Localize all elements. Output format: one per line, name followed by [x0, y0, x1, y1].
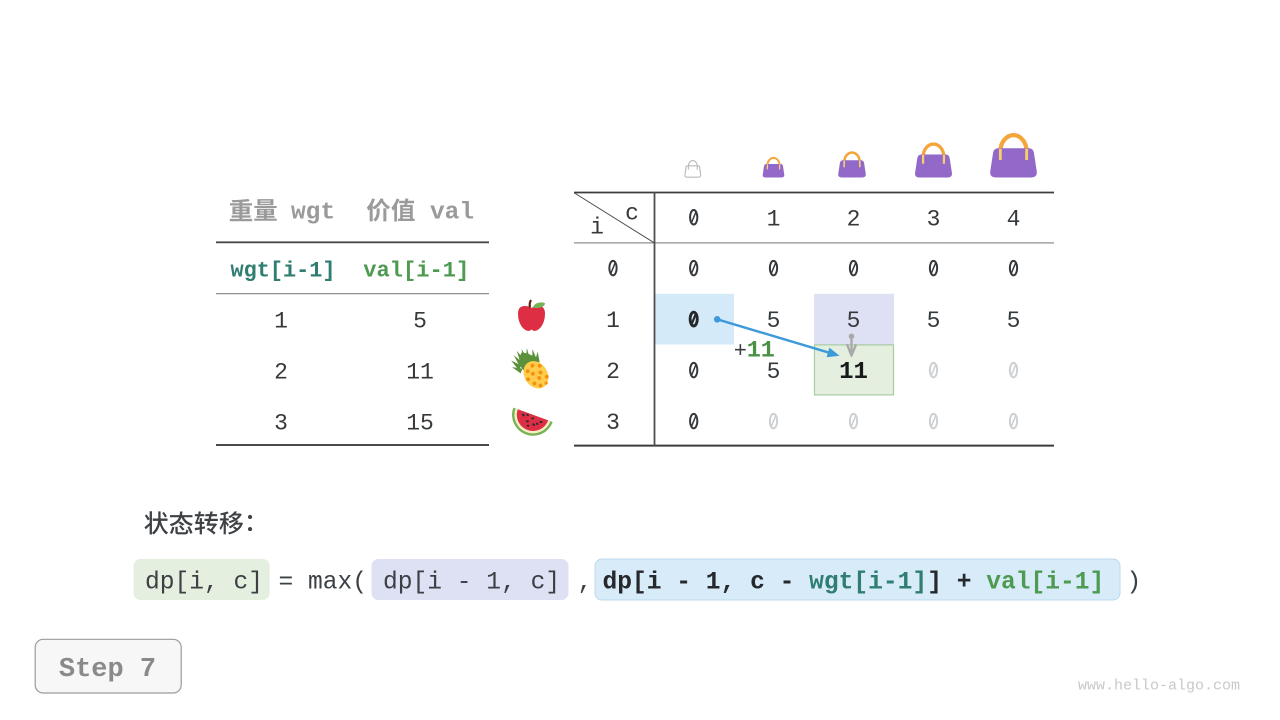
- svg-text:= max(: = max(: [279, 569, 368, 596]
- svg-text:1: 1: [274, 308, 288, 334]
- svg-text:11: 11: [839, 359, 868, 386]
- svg-text:val: val: [430, 200, 474, 227]
- svg-text:4: 4: [1007, 207, 1021, 233]
- svg-text:2: 2: [847, 207, 861, 233]
- svg-text:dp[i - 1, c - wgt[i-1]] + val[: dp[i - 1, c - wgt[i-1]] + val[i-1]: [603, 569, 1105, 596]
- svg-text:1: 1: [606, 308, 620, 334]
- svg-text:3: 3: [606, 410, 620, 436]
- svg-text:2: 2: [606, 359, 620, 385]
- svg-text:5: 5: [927, 308, 941, 334]
- svg-text:www.hello-algo.com: www.hello-algo.com: [1078, 678, 1240, 695]
- svg-text:5: 5: [767, 359, 781, 385]
- svg-text:c: c: [625, 201, 639, 227]
- svg-text:): ): [1127, 569, 1142, 596]
- svg-text:i: i: [590, 215, 604, 241]
- svg-text:11: 11: [406, 359, 434, 385]
- svg-text:5: 5: [1007, 308, 1021, 334]
- svg-text:5: 5: [767, 308, 781, 334]
- svg-text:5: 5: [847, 308, 861, 334]
- svg-text:wgt[i-1]: wgt[i-1]: [231, 259, 336, 284]
- svg-text:,: ,: [578, 569, 593, 596]
- svg-text:2: 2: [274, 359, 288, 385]
- svg-text:3: 3: [927, 207, 941, 233]
- svg-text:wgt: wgt: [291, 200, 335, 227]
- svg-text:1: 1: [767, 207, 781, 233]
- svg-text:15: 15: [406, 410, 434, 436]
- svg-text:+: +: [734, 339, 747, 364]
- svg-text:3: 3: [274, 410, 288, 436]
- svg-text:val[i-1]: val[i-1]: [363, 259, 469, 284]
- svg-text:5: 5: [413, 308, 427, 334]
- svg-text:11: 11: [747, 338, 775, 365]
- svg-text:dp[i, c]: dp[i, c]: [145, 569, 263, 596]
- svg-text:Step 7: Step 7: [59, 655, 156, 685]
- svg-text:dp[i - 1, c]: dp[i - 1, c]: [383, 569, 560, 596]
